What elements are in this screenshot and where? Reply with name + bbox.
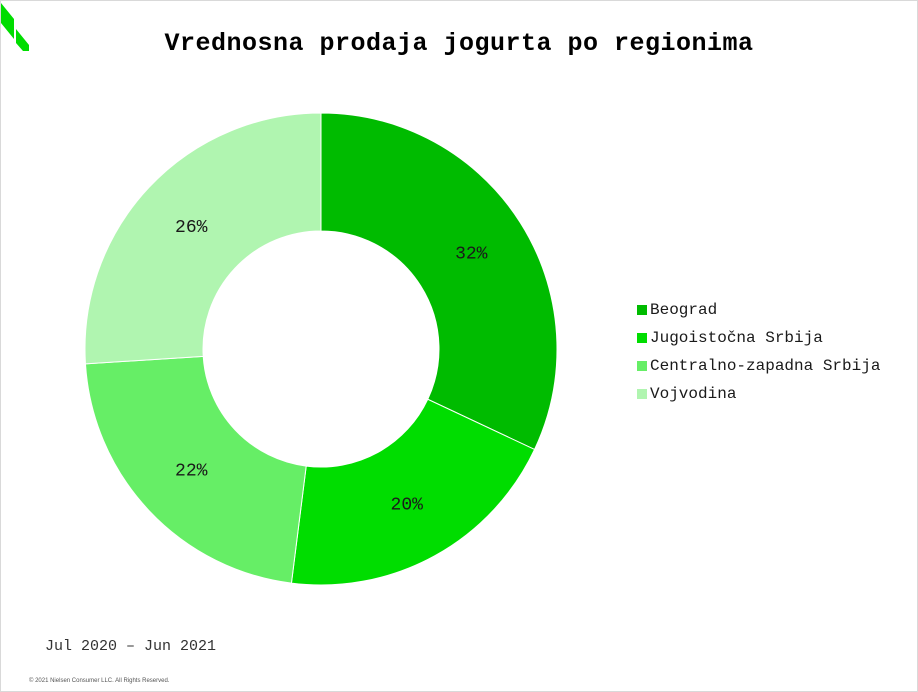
- nielsen-logo-icon: [1, 3, 29, 51]
- legend-item-beograd: Beograd: [637, 296, 880, 324]
- legend-swatch: [637, 333, 647, 343]
- legend-swatch: [637, 389, 647, 399]
- legend-label: Centralno-zapadna Srbija: [650, 357, 881, 375]
- period-label: Jul 2020 – Jun 2021: [45, 638, 217, 655]
- slice-jugoistocna-srbija: [290, 398, 536, 586]
- logo-right-bar: [16, 29, 29, 51]
- donut-slices: [84, 112, 558, 586]
- logo-left-bar: [1, 3, 14, 39]
- slice-label-centralno-zapadna-srbija: 22%: [175, 462, 208, 482]
- chart-legend: Beograd Jugoistočna Srbija Centralno-zapad…: [637, 296, 880, 408]
- legend-swatch: [637, 361, 647, 371]
- legend-label: Jugoistočna Srbija: [650, 329, 823, 347]
- slice-label-beograd: 32%: [455, 244, 488, 264]
- copyright-note: © 2021 Nielsen Consumer LLC. All Rights …: [29, 678, 170, 684]
- legend-label: Vojvodina: [650, 385, 737, 403]
- legend-item-vojvodina: Vojvodina: [637, 380, 880, 408]
- slice-label-vojvodina: 26%: [175, 218, 208, 238]
- legend-item-centralno-zapadna-srbija: Centralno-zapadna Srbija: [637, 352, 880, 380]
- legend-swatch: [637, 305, 647, 315]
- legend-item-jugoistocna-srbija: Jugoistočna Srbija: [637, 324, 880, 352]
- slice-centralno-zapadna-srbija: [84, 355, 307, 584]
- chart-title: Vrednosna prodaja jogurta po regionima: [164, 29, 754, 58]
- slice-vojvodina: [84, 112, 322, 365]
- legend-label: Beograd: [650, 301, 718, 319]
- slice-beograd: [320, 112, 558, 451]
- donut-slice-labels: 32% 20% 22% 26%: [175, 218, 488, 516]
- slice-label-jugoistocna-srbija: 20%: [391, 496, 424, 516]
